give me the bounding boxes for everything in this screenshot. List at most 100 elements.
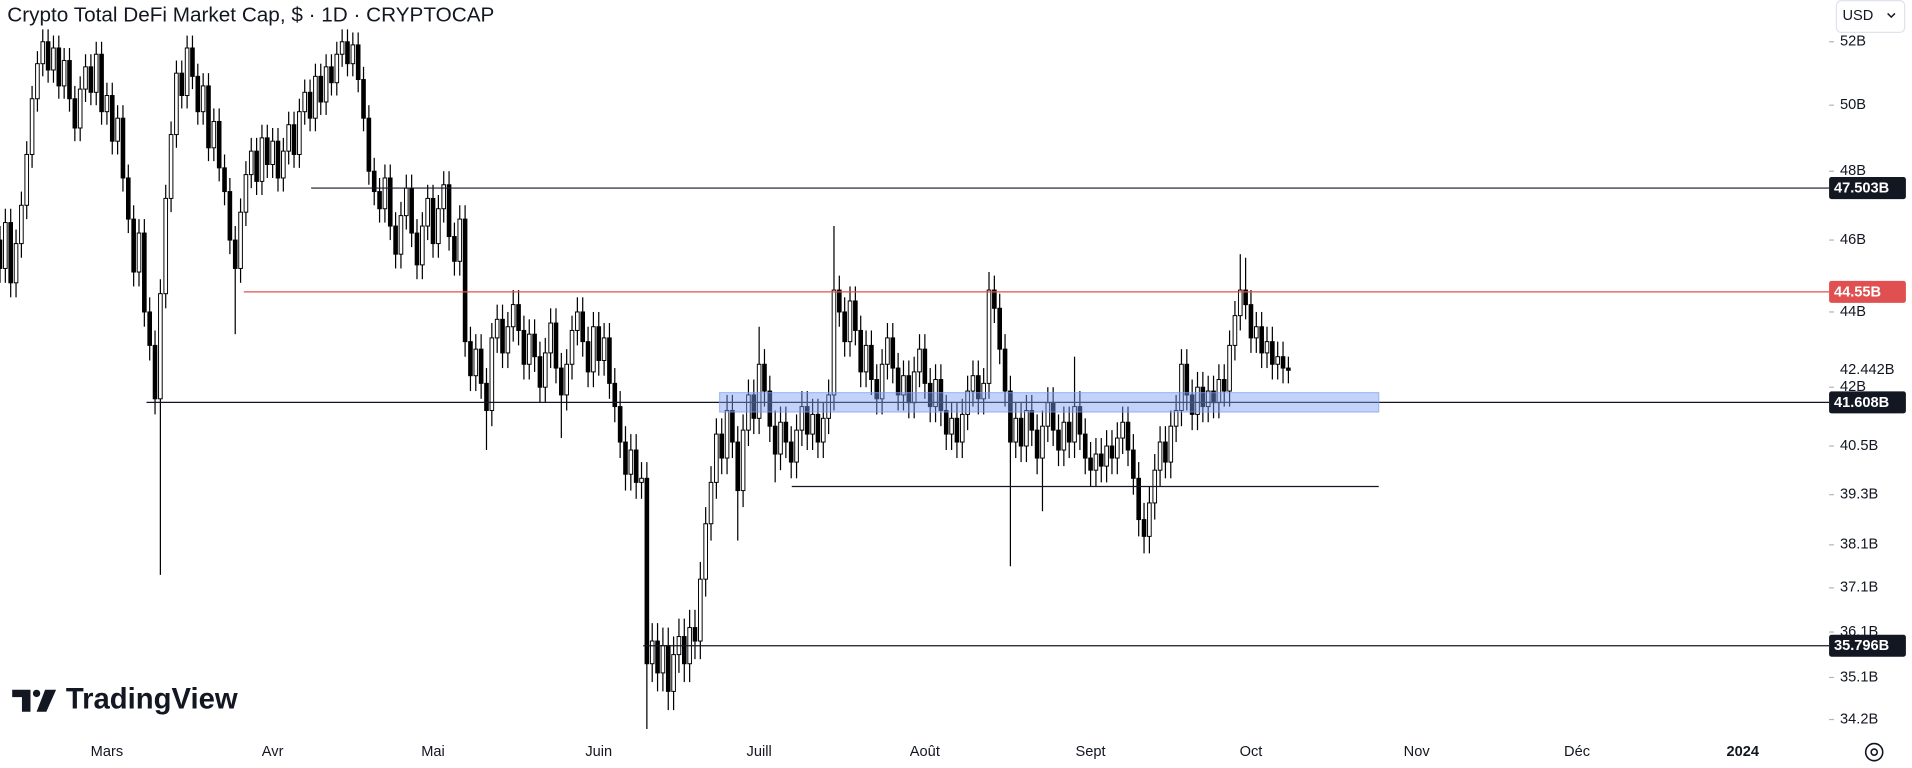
candle-body xyxy=(478,348,484,384)
candle-body xyxy=(917,348,922,373)
candle-body xyxy=(1034,429,1040,459)
candle-body xyxy=(297,111,302,155)
candle-body xyxy=(366,117,372,172)
candle-body xyxy=(740,429,746,492)
candle-body xyxy=(569,329,575,365)
currency-label[interactable]: USD xyxy=(1842,8,1873,24)
candle-body xyxy=(1232,315,1238,346)
candle-body xyxy=(158,293,163,400)
candle-body xyxy=(922,348,928,384)
settings-icon[interactable] xyxy=(1864,742,1884,762)
candle-body xyxy=(1264,341,1270,354)
candle-body xyxy=(462,218,468,343)
candle-body xyxy=(1040,425,1045,459)
candle-body xyxy=(446,184,452,238)
candle-body xyxy=(13,243,19,284)
currency-button-frame[interactable] xyxy=(1835,0,1906,34)
y-tick-label: 39.3B xyxy=(1840,487,1878,503)
candle-body xyxy=(190,47,195,77)
y-tick-label: 37.1B xyxy=(1840,580,1878,596)
candle-body xyxy=(735,441,741,492)
candle-body xyxy=(29,98,35,155)
level-label-box xyxy=(1829,634,1906,657)
x-tick-label: Avr xyxy=(262,744,284,760)
candle-body xyxy=(1082,433,1088,459)
level-label: 41.608B xyxy=(1834,395,1889,411)
candle-body xyxy=(1141,519,1147,537)
candle-body xyxy=(494,318,500,339)
y-tick-label: 34.2B xyxy=(1840,711,1878,727)
candle-body xyxy=(398,215,404,255)
candle-body xyxy=(1029,409,1035,431)
y-tick-label: 50B xyxy=(1840,97,1866,113)
candle-body xyxy=(104,95,110,113)
candle-body xyxy=(810,413,815,435)
candle-body xyxy=(1270,341,1275,365)
candle-body xyxy=(986,289,992,384)
candle-body xyxy=(954,417,960,443)
y-tick-label: 52B xyxy=(1840,34,1866,50)
candle-body xyxy=(184,47,190,97)
candle-body xyxy=(420,225,425,266)
candle-body xyxy=(500,318,505,354)
candle-body xyxy=(409,187,414,234)
settings-icon-center[interactable] xyxy=(1870,748,1879,756)
candle-body xyxy=(788,441,794,463)
candle-body xyxy=(714,433,719,483)
candle-body xyxy=(1168,425,1174,463)
candle-body xyxy=(505,326,511,354)
candle-body xyxy=(168,134,174,199)
candle-body xyxy=(1061,421,1067,451)
x-tick-label: Juin xyxy=(585,744,612,760)
candle-body xyxy=(489,337,495,411)
candle-body xyxy=(853,300,858,331)
candle-body xyxy=(1120,421,1125,439)
candle-body xyxy=(1179,363,1184,411)
candle-body xyxy=(649,640,655,665)
candle-body xyxy=(869,344,874,381)
candle-body xyxy=(847,300,853,343)
candle-body xyxy=(516,304,521,331)
settings-button[interactable] xyxy=(1864,742,1884,762)
candle-body xyxy=(799,406,805,431)
candle-body xyxy=(542,352,548,388)
currency-button[interactable]: USD xyxy=(1835,0,1906,34)
candle-body xyxy=(585,341,591,373)
candle-body xyxy=(1115,437,1120,459)
level-label: 47.503B xyxy=(1834,181,1889,197)
candle-body xyxy=(1200,386,1206,408)
candle-body xyxy=(1221,379,1227,392)
candle-body xyxy=(131,218,136,273)
candle-body xyxy=(617,406,623,443)
level-label-box xyxy=(1829,177,1906,200)
candle-body xyxy=(403,187,409,217)
chevron-icon[interactable] xyxy=(1887,12,1896,19)
x-tick-label: Sept xyxy=(1076,744,1106,760)
candle-body xyxy=(1227,344,1232,392)
candle-body xyxy=(1280,356,1286,369)
candle-body xyxy=(976,375,981,400)
candle-body xyxy=(772,425,778,455)
candle-body xyxy=(99,53,104,113)
candle-body xyxy=(83,66,88,90)
price-zone xyxy=(718,391,1380,413)
candle-body xyxy=(1184,363,1190,396)
candle-body xyxy=(1098,453,1104,467)
candle-body xyxy=(1077,406,1083,435)
candle-body xyxy=(264,137,270,165)
y-tick-label: 42B xyxy=(1840,379,1866,395)
x-tick-label: Mars xyxy=(91,744,123,760)
candle-body xyxy=(1002,348,1008,392)
candle-body xyxy=(227,191,233,241)
candle-body xyxy=(1259,326,1264,354)
candle-body xyxy=(77,88,83,129)
candle-body xyxy=(703,523,708,580)
candle-body xyxy=(72,98,78,129)
candle-body xyxy=(323,66,329,103)
candle-body xyxy=(45,41,51,71)
candle-body xyxy=(1205,390,1211,408)
candle-body xyxy=(863,344,869,373)
candle-body xyxy=(179,72,185,97)
candle-body xyxy=(93,53,99,93)
